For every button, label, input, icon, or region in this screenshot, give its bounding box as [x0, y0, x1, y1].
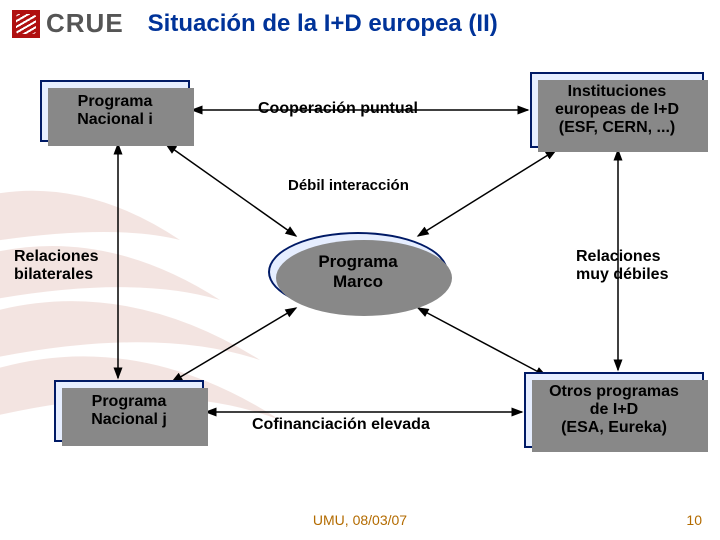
- edge-label-cooperacion: Cooperación puntual: [258, 100, 418, 118]
- page-number: 10: [686, 512, 702, 528]
- edge-label-relaciones-md: Relacionesmuy débiles: [576, 248, 668, 284]
- node-label: ProgramaMarco: [318, 252, 397, 292]
- footer-text: UMU, 08/03/07: [313, 512, 407, 528]
- edge-label-relaciones-bi: Relacionesbilaterales: [14, 248, 98, 284]
- logo-text: CRUE: [46, 8, 124, 39]
- edge-label-debil: Débil interacción: [288, 177, 409, 194]
- node-otros-programas: Otros programasde I+D(ESA, Eureka): [524, 372, 704, 448]
- node-label: ProgramaNacional j: [91, 393, 167, 429]
- node-instituciones-europeas: Institucioneseuropeas de I+D(ESF, CERN, …: [530, 72, 704, 148]
- node-label: Otros programasde I+D(ESA, Eureka): [549, 383, 679, 437]
- header: CRUE Situación de la I+D europea (II): [0, 8, 720, 39]
- edge-label-cofinanciacion: Cofinanciación elevada: [252, 416, 430, 434]
- slide-title: Situación de la I+D europea (II): [148, 10, 498, 38]
- node-programa-nacional-i: ProgramaNacional i: [40, 80, 190, 142]
- node-label: Institucioneseuropeas de I+D(ESF, CERN, …: [555, 83, 679, 137]
- node-label: ProgramaNacional i: [77, 93, 153, 129]
- node-programa-marco: ProgramaMarco: [268, 232, 448, 312]
- node-programa-nacional-j: ProgramaNacional j: [54, 380, 204, 442]
- crue-logo-icon: [12, 10, 40, 38]
